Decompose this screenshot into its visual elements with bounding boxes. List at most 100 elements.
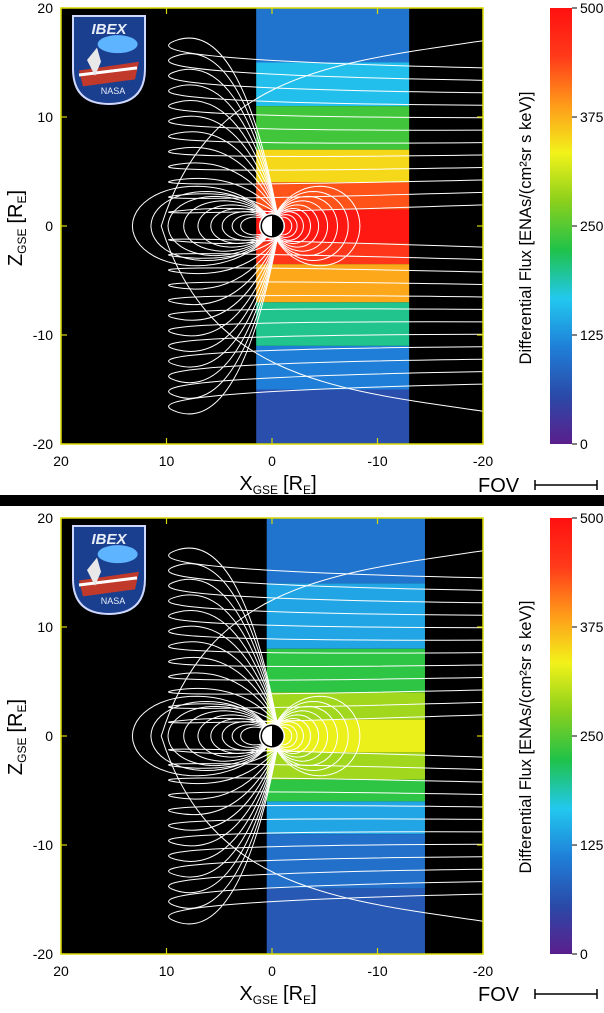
field-line — [168, 748, 483, 909]
field-line — [271, 700, 349, 772]
field-line — [183, 200, 273, 252]
logo-title: IBEX — [91, 21, 127, 38]
field-line — [150, 190, 273, 262]
logo-flag — [79, 571, 139, 597]
field-line — [168, 714, 483, 724]
field-line — [168, 238, 483, 248]
y-tick-label: 10 — [37, 109, 53, 125]
flux-cell — [256, 389, 410, 444]
field-line — [168, 594, 483, 724]
x-ticks: 20 10 0 -10 -20 — [53, 8, 493, 469]
flux-cell — [256, 62, 410, 107]
field-line — [168, 100, 483, 214]
field-line — [210, 717, 273, 755]
earth-day — [262, 726, 272, 746]
x-tick-label: 20 — [53, 453, 69, 469]
field-line — [168, 238, 483, 321]
earth-symbol — [259, 213, 285, 239]
logo-title: IBEX — [91, 531, 127, 548]
colorbar-ticks: 500 375 250 125 0 — [572, 510, 604, 962]
field-line — [168, 641, 483, 724]
panel-top: IBEX NASA 20 10 0 -10 -20 20 10 0 -10 -20 XGSE [RE… — [5, 0, 604, 497]
field-line — [168, 748, 483, 831]
field-lines — [131, 547, 483, 925]
colorbar-tick-label: 125 — [580, 837, 604, 853]
field-line — [168, 748, 483, 847]
field-line — [168, 162, 483, 214]
logo-flag-stripe — [78, 576, 138, 587]
y-tick-label: 20 — [37, 510, 53, 526]
logo-ibex-figure — [87, 557, 101, 586]
field-line — [168, 748, 483, 816]
field-line — [271, 710, 329, 762]
logo-orbit — [97, 35, 138, 54]
colorbar — [550, 8, 572, 444]
x-tick-label: 20 — [53, 963, 69, 979]
colorbar — [550, 518, 572, 954]
field-line — [168, 656, 483, 724]
field-line — [168, 53, 483, 214]
colorbar-tick-label: 250 — [580, 728, 604, 744]
x-axis-label: XGSE [RE] — [239, 473, 316, 497]
earth-day — [262, 216, 272, 236]
field-line — [168, 37, 483, 214]
field-line — [221, 721, 273, 751]
y-tick-label: 10 — [37, 619, 53, 635]
logo-agency: NASA — [101, 596, 126, 606]
colorbar-tick-label: 0 — [580, 436, 588, 452]
y-ticks: 20 10 0 -10 -20 — [33, 510, 483, 962]
colorbar-tick-label: 250 — [580, 218, 604, 234]
field-line — [271, 190, 349, 262]
field-line — [168, 563, 483, 724]
field-line — [150, 700, 273, 772]
y-tick-label: 0 — [45, 728, 53, 744]
field-line — [168, 748, 483, 758]
x-tick-label: 10 — [159, 963, 175, 979]
field-line — [168, 748, 483, 785]
field-line — [271, 185, 361, 267]
flux-cell — [266, 834, 425, 889]
colorbar-tick-label: 500 — [580, 510, 604, 526]
panel-bottom: IBEX NASA 20 10 0 -10 -20 20 10 0 -10 -20 XGSE [RE… — [5, 510, 604, 1007]
flux-cell — [266, 888, 425, 954]
field-line — [167, 705, 273, 767]
x-ticks: 20 10 0 -10 -20 — [53, 518, 493, 979]
field-line — [168, 115, 483, 214]
y-tick-label: 0 — [45, 218, 53, 234]
fov-label: FOV — [478, 984, 520, 1006]
earth-symbol — [259, 723, 285, 749]
y-axis-label: ZGSE[RE] — [5, 190, 29, 266]
x-tick-label: -10 — [367, 963, 387, 979]
flux-cell — [266, 648, 425, 693]
field-line — [168, 625, 483, 724]
flux-cell — [266, 583, 425, 649]
colorbar-tick-label: 500 — [580, 0, 604, 16]
field-line — [168, 131, 483, 214]
flux-image — [266, 518, 425, 954]
panel-divider — [0, 495, 604, 506]
colorbar-tick-label: 125 — [580, 327, 604, 343]
field-line — [183, 710, 273, 762]
flux-cell — [256, 242, 410, 265]
ibex-logo: IBEX NASA — [72, 15, 146, 106]
logo-agency: NASA — [101, 86, 126, 96]
field-line — [168, 672, 483, 724]
flux-cell — [266, 719, 425, 753]
field-line — [271, 705, 339, 767]
logo-ibex-figure — [87, 47, 101, 76]
y-tick-label: -10 — [33, 837, 53, 853]
field-line — [168, 84, 483, 214]
colorbar-tick-label: 0 — [580, 946, 588, 962]
field-line — [168, 547, 483, 724]
field-line — [168, 204, 483, 214]
field-line — [168, 687, 483, 724]
flux-cell — [266, 801, 425, 835]
y-tick-label: -20 — [33, 946, 53, 962]
field-line — [168, 238, 483, 306]
flux-cell — [256, 8, 410, 63]
x-tick-label: -20 — [473, 963, 493, 979]
y-tick-label: -20 — [33, 436, 53, 452]
flux-cell — [256, 345, 410, 390]
colorbar-ticks: 500 375 250 125 0 — [572, 0, 604, 452]
field-line — [168, 578, 483, 724]
